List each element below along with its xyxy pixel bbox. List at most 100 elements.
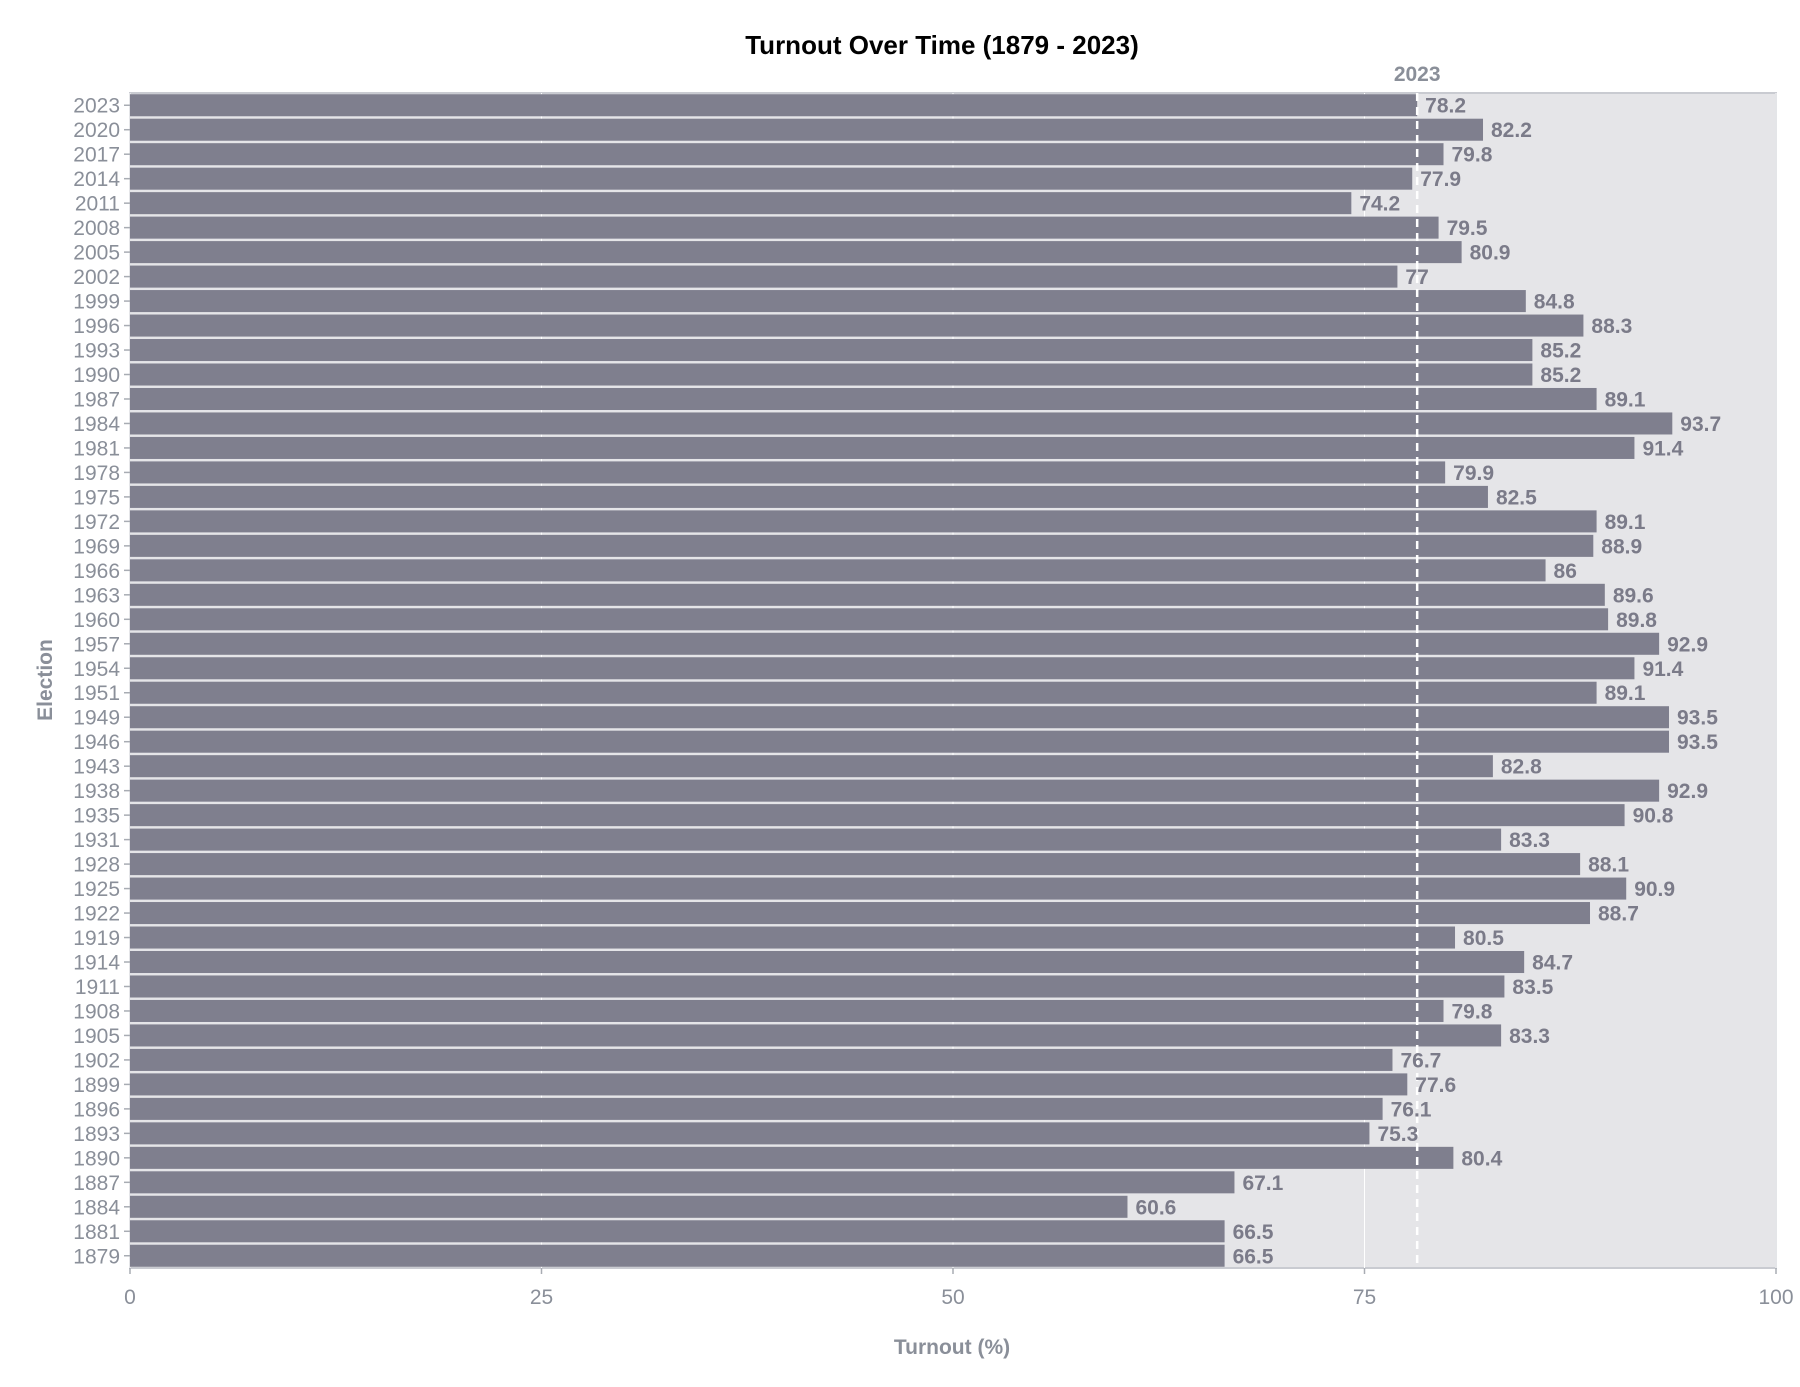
y-tick-label: 1993 xyxy=(73,340,120,363)
y-tick-label: 1963 xyxy=(73,584,120,607)
x-tick-label: 25 xyxy=(530,1286,553,1309)
bar-value-label: 80.4 xyxy=(1461,1147,1502,1170)
y-tick-label: 1951 xyxy=(73,682,120,705)
bar-value-label: 60.6 xyxy=(1135,1196,1176,1219)
bar-value-label: 89.6 xyxy=(1613,584,1654,607)
bar xyxy=(130,1073,1408,1096)
bar xyxy=(130,1122,1370,1145)
bar xyxy=(130,143,1444,166)
y-tick-label: 1911 xyxy=(75,976,120,999)
bar-value-label: 83.5 xyxy=(1512,976,1553,999)
bar xyxy=(130,339,1533,362)
y-tick-label: 1943 xyxy=(73,756,120,779)
y-tick-label: 2005 xyxy=(73,242,120,265)
y-tick-label: 1902 xyxy=(73,1049,120,1072)
bar-value-label: 82.5 xyxy=(1496,486,1537,509)
y-tick-label: 1922 xyxy=(73,903,120,926)
bar xyxy=(130,950,1525,974)
bar-value-label: 76.7 xyxy=(1400,1049,1441,1072)
bar xyxy=(130,608,1609,631)
y-tick-label: 1890 xyxy=(73,1147,120,1170)
bar xyxy=(130,290,1526,313)
x-tick-label: 0 xyxy=(124,1286,136,1309)
y-tick-label: 1954 xyxy=(73,658,120,681)
bar-value-label: 66.5 xyxy=(1233,1245,1274,1268)
y-tick-label: 1925 xyxy=(73,878,120,901)
y-tick-label: 1919 xyxy=(73,927,120,950)
bar xyxy=(130,387,1597,411)
y-tick-label: 1914 xyxy=(73,952,120,975)
bar-value-label: 80.5 xyxy=(1463,927,1504,950)
bar xyxy=(130,241,1462,264)
bar-value-label: 79.8 xyxy=(1452,144,1493,167)
y-tick-label: 1884 xyxy=(73,1196,120,1219)
bar xyxy=(130,534,1594,557)
y-tick-label: 1928 xyxy=(73,854,120,877)
x-tick-labels: 0 25 50 75 100 xyxy=(124,1268,1794,1309)
bar-value-label: 83.3 xyxy=(1509,829,1550,852)
y-tick-label: 2014 xyxy=(73,168,120,191)
bar-value-label: 85.2 xyxy=(1540,364,1581,387)
y-tick-label: 1946 xyxy=(73,731,120,754)
bar-value-label: 75.3 xyxy=(1377,1123,1418,1146)
bar xyxy=(130,1244,1225,1267)
bar xyxy=(130,436,1635,459)
y-tick-label: 1887 xyxy=(73,1172,120,1195)
bar xyxy=(130,216,1439,239)
bar-value-label: 82.2 xyxy=(1491,119,1532,142)
bar-value-label: 84.7 xyxy=(1532,952,1573,975)
y-tick-label: 2017 xyxy=(73,144,120,167)
y-tick-label: 1905 xyxy=(73,1025,120,1048)
y-tick-label: 2011 xyxy=(75,193,120,216)
chart-title: Turnout Over Time (1879 - 2023) xyxy=(745,30,1139,60)
bar-value-label: 91.4 xyxy=(1642,437,1683,460)
x-axis-title: Turnout (%) xyxy=(894,1336,1010,1359)
y-tick-label: 1949 xyxy=(73,707,120,730)
bar-value-label: 67.1 xyxy=(1242,1172,1283,1195)
y-tick-label: 1966 xyxy=(73,560,120,583)
bar-value-label: 79.9 xyxy=(1453,462,1494,485)
y-tick-label: 1969 xyxy=(73,535,120,558)
y-tick-label: 1972 xyxy=(73,511,120,534)
bar-value-label: 88.3 xyxy=(1591,315,1632,338)
bar-value-label: 88.1 xyxy=(1588,854,1629,877)
bar-value-label: 84.8 xyxy=(1534,291,1575,314)
bar-value-label: 86 xyxy=(1554,560,1577,583)
bar xyxy=(130,828,1502,851)
bar xyxy=(130,118,1484,141)
bar xyxy=(130,804,1625,827)
bar-value-label: 90.9 xyxy=(1634,878,1675,901)
bar xyxy=(130,999,1444,1022)
y-tick-label: 1957 xyxy=(73,633,120,656)
bar-value-label: 77.6 xyxy=(1415,1074,1456,1097)
y-tick-label: 1935 xyxy=(73,805,120,828)
y-tick-label: 2020 xyxy=(73,119,120,142)
x-tick-label: 50 xyxy=(941,1286,964,1309)
y-tick-label: 1990 xyxy=(73,364,120,387)
x-tick-label: 100 xyxy=(1758,1286,1793,1309)
bar xyxy=(130,363,1533,386)
bar xyxy=(130,632,1660,655)
bar xyxy=(130,485,1488,508)
bar-value-label: 79.5 xyxy=(1447,217,1488,240)
bar-value-label: 80.9 xyxy=(1470,242,1511,265)
bar-value-label: 92.9 xyxy=(1667,633,1708,656)
y-tick-label: 1893 xyxy=(73,1123,120,1146)
y-tick-label: 1879 xyxy=(73,1245,120,1268)
y-tick-label: 1978 xyxy=(73,462,120,485)
bar-value-labels: 78.282.279.877.974.279.580.97784.888.385… xyxy=(1135,95,1721,1269)
bar xyxy=(130,1024,1502,1047)
bar-value-label: 79.8 xyxy=(1452,1000,1493,1023)
y-tick-label: 2023 xyxy=(73,95,120,118)
y-tick-label: 1981 xyxy=(73,437,120,460)
y-tick-label: 1908 xyxy=(73,1000,120,1023)
reference-line-label: 2023 xyxy=(1394,63,1441,86)
bar xyxy=(130,779,1660,802)
bar xyxy=(130,94,1418,117)
bar-value-label: 90.8 xyxy=(1633,805,1674,828)
y-tick-label: 1984 xyxy=(73,413,120,436)
bar-value-label: 78.2 xyxy=(1425,95,1466,118)
bar xyxy=(130,1146,1454,1169)
y-tick-label: 1987 xyxy=(73,388,120,411)
